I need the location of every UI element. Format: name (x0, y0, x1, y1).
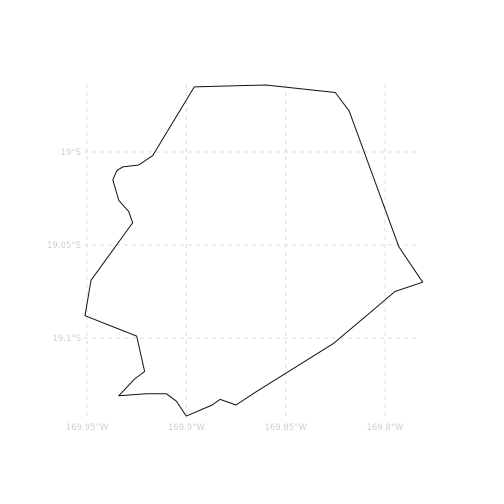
longitude-label: 169.85°W (264, 423, 307, 433)
latitude-label: 19°S (61, 148, 81, 158)
longitude-label: 169.8°W (367, 423, 405, 433)
island-outline (84, 84, 424, 417)
longitude-label: 169.9°W (168, 423, 206, 433)
latitude-label: 19.05°S (47, 241, 81, 251)
latitude-label: 19.1°S (52, 334, 81, 344)
graticule (84, 84, 420, 420)
longitude-label: 169.95°W (66, 423, 109, 433)
graticule-labels: 169.95°W 169.9°W 169.85°W 169.8°W 19°S 19.05°… (47, 148, 404, 433)
